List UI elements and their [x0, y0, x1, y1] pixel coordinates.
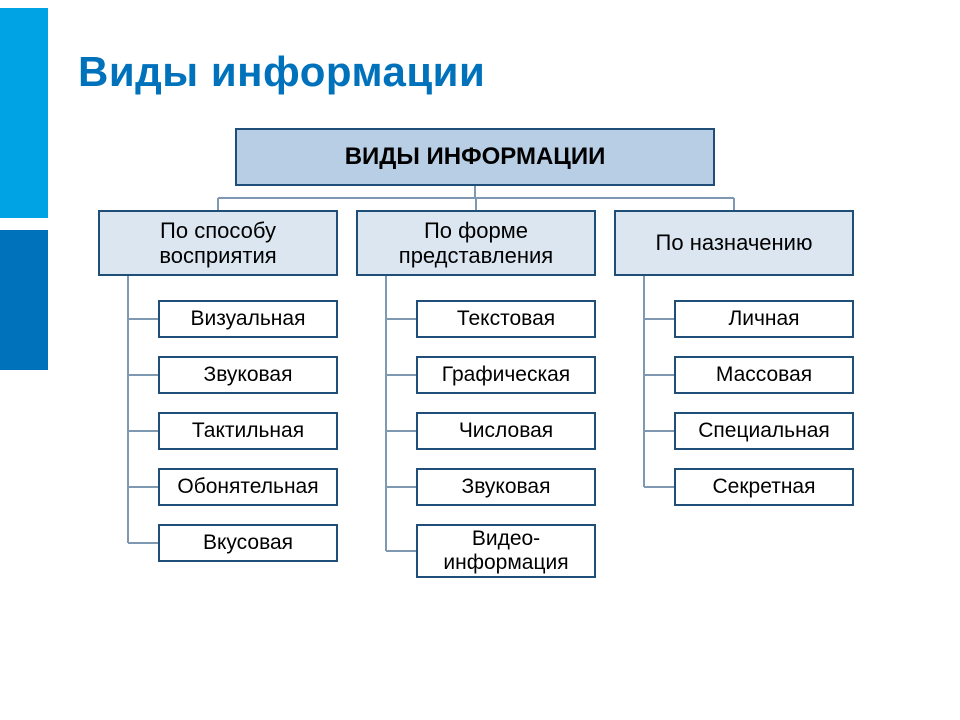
tree-leaf-1-1: Графическая [416, 356, 596, 394]
page-title: Виды информации [78, 48, 485, 96]
accent-bar-top [0, 8, 48, 218]
tree-leaf-1-4: Видео-информация [416, 524, 596, 578]
tree-leaf-0-1: Звуковая [158, 356, 338, 394]
accent-sidebar [0, 0, 48, 720]
tree-category-1: По форме представления [356, 210, 596, 276]
tree-root: ВИДЫ ИНФОРМАЦИИ [235, 128, 715, 186]
tree-leaf-0-2: Тактильная [158, 412, 338, 450]
tree-leaf-0-4: Вкусовая [158, 524, 338, 562]
tree-category-0: По способу восприятия [98, 210, 338, 276]
tree-leaf-2-3: Секретная [674, 468, 854, 506]
tree-leaf-0-0: Визуальная [158, 300, 338, 338]
slide-stage: Виды информации ВИДЫ ИНФОРМАЦИИ По способ… [0, 0, 960, 720]
tree-leaf-2-0: Личная [674, 300, 854, 338]
tree-leaf-0-3: Обонятельная [158, 468, 338, 506]
tree-leaf-1-2: Числовая [416, 412, 596, 450]
tree-leaf-2-2: Специальная [674, 412, 854, 450]
tree-leaf-2-1: Массовая [674, 356, 854, 394]
tree-leaf-1-3: Звуковая [416, 468, 596, 506]
tree-category-2: По назначению [614, 210, 854, 276]
accent-bar-bottom [0, 230, 48, 370]
tree-leaf-1-0: Текстовая [416, 300, 596, 338]
